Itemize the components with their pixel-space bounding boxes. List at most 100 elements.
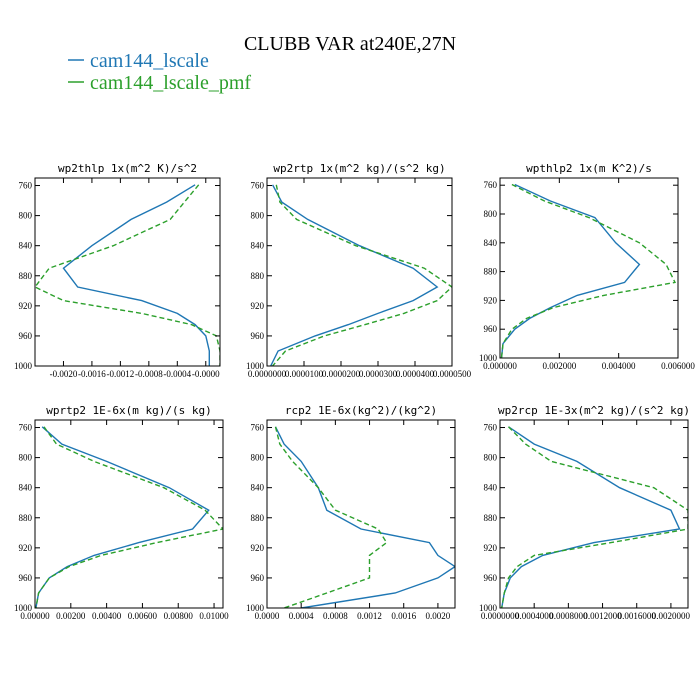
- y-tick-label: 840: [19, 241, 33, 251]
- y-tick-label: 920: [484, 543, 498, 553]
- y-tick-label: 960: [19, 331, 33, 341]
- y-tick-label: 800: [251, 453, 265, 463]
- x-tick-label: 0.00800: [164, 611, 194, 621]
- plot-frame: [266, 419, 456, 609]
- x-tick-label: 0.0020: [426, 611, 451, 621]
- series-line-cam144-lscale-pmf: [35, 426, 223, 608]
- panel-4: wprtp2 1E-6x(m kg)/(s kg) 760 800 840 880 920…: [14, 404, 229, 621]
- y-tick-label: 880: [251, 513, 265, 523]
- y-tick-label: 760: [19, 181, 33, 191]
- x-tick-label: 0.0016000: [618, 611, 657, 621]
- series-line-cam144-lscale-pmf: [274, 426, 388, 608]
- y-tick-label: 800: [484, 209, 498, 219]
- y-tick-label: 960: [484, 573, 498, 583]
- panels: wp2thlp 1x(m^2 K)/s^2 760 800 840 880 920 960 1…: [14, 162, 695, 621]
- y-tick-label: 800: [19, 453, 33, 463]
- panel-3: wpthlp2 1x(m K^2)/s 760 800 840 880 920 960 100…: [479, 162, 695, 371]
- y-tick-label: 880: [484, 267, 498, 277]
- y-tick-label: 760: [19, 423, 33, 433]
- series-line-cam144-lscale: [35, 426, 210, 608]
- x-tick-label: 0.0000100: [285, 369, 324, 379]
- x-tick-label: -0.0000: [192, 369, 220, 379]
- x-tick-label: -0.0012: [107, 369, 135, 379]
- series-line-cam144-lscale-pmf: [500, 183, 677, 358]
- y-tick-label: 760: [251, 181, 265, 191]
- panel-5: rcp2 1E-6x(kg^2)/(kg^2) 760 800 840 880 920 96…: [246, 404, 456, 621]
- x-tick-label: 0.0012: [357, 611, 382, 621]
- x-tick-label: -0.0004: [163, 369, 191, 379]
- y-tick-label: 840: [484, 483, 498, 493]
- plot-frame: [499, 177, 679, 359]
- y-tick-label: 840: [251, 483, 265, 493]
- x-tick-label: 0.0000300: [359, 369, 398, 379]
- x-tick-label: 0.000000: [483, 361, 517, 371]
- y-tick-label: 960: [484, 324, 498, 334]
- x-tick-label: 0.01000: [199, 611, 229, 621]
- x-tick-label: 0.0020000: [652, 611, 691, 621]
- x-tick-label: 0.002000: [542, 361, 576, 371]
- y-tick-label: 920: [19, 301, 33, 311]
- y-tick-label: 880: [484, 513, 498, 523]
- panel-6: wp2rcp 1E-3x(m^2 kg)/(s^2 kg)760 800 840 88…: [479, 404, 691, 621]
- y-tick-label: 1000: [479, 603, 498, 613]
- x-tick-label: 0.00000: [20, 611, 50, 621]
- x-tick-label: 0.0000: [255, 611, 280, 621]
- x-tick-label: 0.004000: [602, 361, 636, 371]
- series-line-cam144-lscale: [501, 426, 681, 608]
- x-tick-label: -0.0016: [78, 369, 106, 379]
- x-tick-label: 0.0004: [289, 611, 314, 621]
- y-tick-label: 760: [484, 180, 498, 190]
- legend-label-cam144-lscale: cam144_lscale: [90, 50, 209, 72]
- x-tick-label: 0.0000000: [248, 369, 287, 379]
- x-tick-label: 0.0000000: [481, 611, 520, 621]
- y-tick-label: 920: [484, 295, 498, 305]
- y-tick-label: 880: [251, 271, 265, 281]
- y-tick-label: 1000: [14, 361, 33, 371]
- series-line-cam144-lscale: [270, 184, 439, 366]
- x-tick-label: 0.0016: [391, 611, 416, 621]
- y-tick-label: 920: [19, 543, 33, 553]
- legend-label-cam144-lscale-pmf: cam144_lscale_pmf: [90, 72, 251, 94]
- x-tick-label: 0.00200: [56, 611, 86, 621]
- y-tick-label: 840: [19, 483, 33, 493]
- y-tick-label: 840: [484, 238, 498, 248]
- plot-frame: [34, 419, 224, 609]
- y-tick-label: 800: [19, 211, 33, 221]
- y-tick-label: 840: [251, 241, 265, 251]
- series-line-cam144-lscale-pmf: [35, 184, 220, 366]
- figure-title: CLUBB VAR at240E,27N: [244, 33, 456, 55]
- panel-1: wp2thlp 1x(m^2 K)/s^2 760 800 840 880 920 960 1…: [14, 162, 221, 379]
- x-tick-label: 0.0000500: [433, 369, 472, 379]
- plot-frame: [499, 419, 689, 609]
- x-tick-label: 0.006000: [661, 361, 695, 371]
- y-tick-label: 1000: [479, 353, 498, 363]
- x-tick-label: 0.0000200: [322, 369, 361, 379]
- y-tick-label: 800: [251, 211, 265, 221]
- series-line-cam144-lscale-pmf: [272, 184, 452, 366]
- series-line-cam144-lscale: [62, 184, 211, 366]
- x-tick-label: -0.0020: [50, 369, 78, 379]
- series-line-cam144-lscale: [500, 183, 641, 358]
- x-tick-label: 0.00600: [128, 611, 158, 621]
- y-tick-label: 960: [19, 573, 33, 583]
- panel-title: wpthlp2 1x(m K^2)/s: [526, 162, 652, 175]
- plot-frame: [266, 177, 453, 367]
- y-tick-label: 1000: [246, 361, 265, 371]
- x-tick-label: -0.0008: [135, 369, 163, 379]
- panel-title: wp2rtp 1x(m^2 kg)/(s^2 kg): [273, 162, 445, 175]
- panel-2: wp2rtp 1x(m^2 kg)/(s^2 kg) 760 800 840 880 92…: [246, 162, 472, 379]
- x-tick-label: 0.0004000: [515, 611, 554, 621]
- panel-title: wp2thlp 1x(m^2 K)/s^2: [58, 162, 197, 175]
- panel-title: rcp2 1E-6x(kg^2)/(kg^2): [285, 404, 437, 417]
- y-tick-label: 1000: [14, 603, 33, 613]
- y-tick-label: 960: [251, 573, 265, 583]
- x-tick-label: 0.00400: [92, 611, 122, 621]
- series-line-cam144-lscale-pmf: [501, 426, 688, 608]
- y-tick-label: 800: [484, 453, 498, 463]
- panel-title: wprtp2 1E-6x(m kg)/(s kg): [46, 404, 212, 417]
- plot-frame: [34, 177, 221, 367]
- y-tick-label: 920: [251, 301, 265, 311]
- x-tick-label: 0.0008: [323, 611, 348, 621]
- panel-title: wp2rcp 1E-3x(m^2 kg)/(s^2 kg): [498, 404, 690, 417]
